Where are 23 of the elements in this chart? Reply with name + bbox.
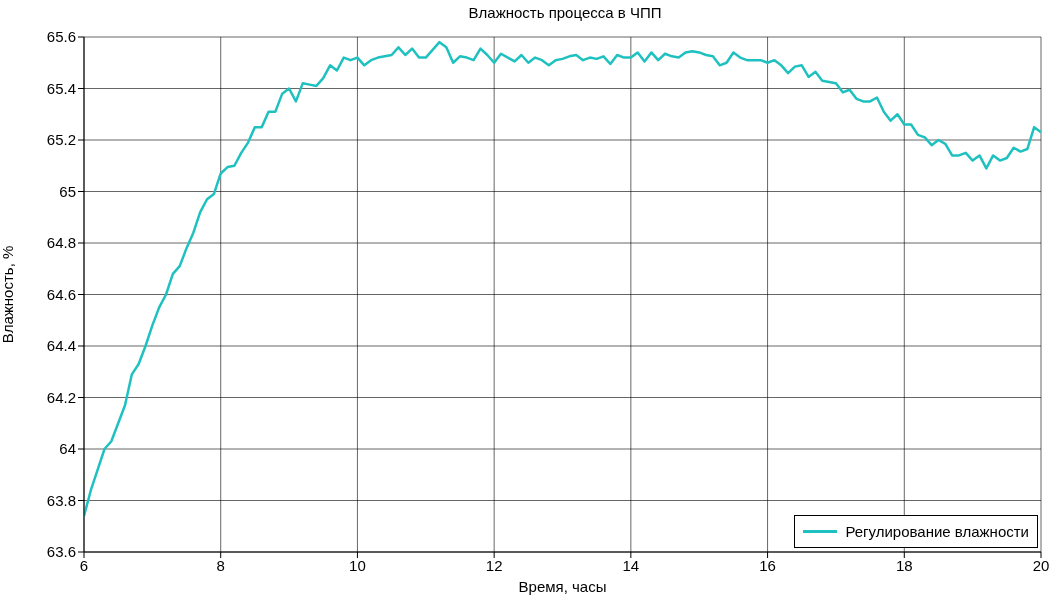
- y-tick-label: 65: [59, 182, 76, 200]
- x-tick-label: 12: [485, 556, 503, 574]
- x-axis-title: Время, часы: [518, 578, 607, 595]
- y-tick-label: 64: [59, 440, 76, 458]
- x-tick-label: 16: [759, 556, 776, 574]
- y-tick-label: 63.6: [46, 543, 76, 561]
- y-tick-label: 65.6: [46, 28, 76, 46]
- x-tick-label: 10: [349, 556, 366, 574]
- y-tick-label: 65.4: [46, 79, 76, 97]
- y-tick-label: 64.8: [46, 234, 76, 252]
- y-tick-label: 64.4: [46, 337, 76, 355]
- x-tick-label: 18: [895, 556, 913, 574]
- y-tick-label: 64.2: [46, 388, 76, 406]
- legend-label: Регулирование влажности: [845, 523, 1029, 540]
- y-tick-label: 65.2: [46, 131, 76, 149]
- x-tick-label: 20: [1032, 556, 1050, 574]
- y-axis-title: Влажность, %: [0, 245, 17, 344]
- x-tick-label: 8: [216, 556, 225, 574]
- x-tick-label: 14: [622, 556, 640, 574]
- y-tick-label: 63.8: [46, 491, 76, 509]
- y-tick-label: 64.6: [46, 285, 76, 303]
- x-tick-label: 6: [79, 556, 89, 574]
- chart-title: Влажность процесса в ЧПП: [467, 4, 663, 21]
